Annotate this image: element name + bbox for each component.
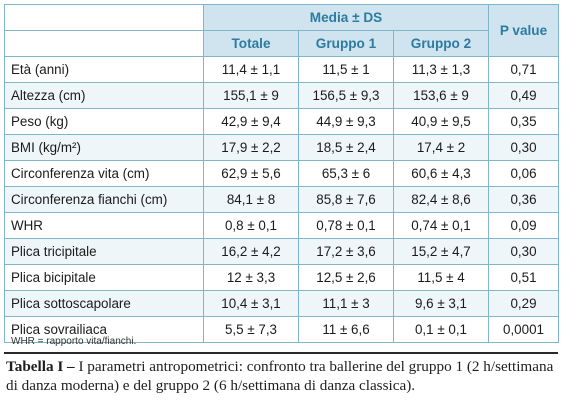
cell-label: Peso (kg) <box>4 108 204 135</box>
caption-label: Tabella I – <box>6 358 75 375</box>
cell-p: 0,49 <box>488 82 559 109</box>
table-row: Plica sottoscapolare 10,4 ± 3,1 11,1 ± 3 9,… <box>4 290 559 317</box>
cell-p: 0,09 <box>488 212 559 239</box>
cell-p: 0,71 <box>488 56 559 83</box>
header-media-ds: Media ± DS <box>203 4 489 31</box>
cell-p: 0,51 <box>488 264 559 291</box>
cell-totale: 84,1 ± 8 <box>203 186 299 213</box>
table-footnote: WHR = rapporto vita/fianchi. <box>11 336 137 347</box>
cell-totale: 155,1 ± 9 <box>203 82 299 109</box>
header-gruppo-1: Gruppo 1 <box>298 30 394 57</box>
header-empty-corner-2 <box>4 30 204 57</box>
header-row-sub: Totale Gruppo 1 Gruppo 2 <box>4 30 559 57</box>
cell-p: 0,29 <box>488 290 559 317</box>
cell-p: 0,30 <box>488 238 559 265</box>
cell-g2: 82,4 ± 8,6 <box>393 186 489 213</box>
cell-g1: 44,9 ± 9,3 <box>298 108 394 135</box>
cell-g2: 0,74 ± 0,1 <box>393 212 489 239</box>
anthropometric-table: Media ± DS P value Totale Gruppo 1 Grupp… <box>4 4 559 343</box>
cell-totale: 16,2 ± 4,2 <box>203 238 299 265</box>
cell-label: Circonferenza fianchi (cm) <box>4 186 204 213</box>
cell-g2: 15,2 ± 4,7 <box>393 238 489 265</box>
caption-text: I parametri antropometrici: confronto tr… <box>6 358 554 394</box>
cell-g2: 11,3 ± 1,3 <box>393 56 489 83</box>
cell-label: BMI (kg/m²) <box>4 134 204 161</box>
cell-p: 0,30 <box>488 134 559 161</box>
cell-g2: 153,6 ± 9 <box>393 82 489 109</box>
cell-g1: 11,5 ± 1 <box>298 56 394 83</box>
table-row: Circonferenza fianchi (cm) 84,1 ± 8 85,8 ±… <box>4 186 559 213</box>
cell-p: 0,35 <box>488 108 559 135</box>
cell-p: 0,06 <box>488 160 559 187</box>
cell-totale: 11,4 ± 1,1 <box>203 56 299 83</box>
table-row: Peso (kg) 42,9 ± 9,4 44,9 ± 9,3 40,9 ± 9,5 0… <box>4 108 559 135</box>
header-gruppo-2: Gruppo 2 <box>393 30 489 57</box>
cell-label: Plica bicipitale <box>4 264 204 291</box>
cell-label: Plica sovrailiaca <box>4 316 204 343</box>
table-row: Plica sovrailiaca 5,5 ± 7,3 11 ± 6,6 0,1 ± … <box>4 316 559 343</box>
cell-g2: 60,6 ± 4,3 <box>393 160 489 187</box>
cell-g1: 11 ± 6,6 <box>298 316 394 343</box>
table-caption: Tabella I – I parametri antropometrici: … <box>6 357 562 395</box>
cell-label: WHR <box>4 212 204 239</box>
cell-p: 0,0001 <box>488 316 559 343</box>
cell-label: Plica tricipitale <box>4 238 204 265</box>
cell-g2: 11,5 ± 4 <box>393 264 489 291</box>
cell-g2: 9,6 ± 3,1 <box>393 290 489 317</box>
cell-label: Altezza (cm) <box>4 82 204 109</box>
cell-g2: 40,9 ± 9,5 <box>393 108 489 135</box>
cell-g2: 17,4 ± 2 <box>393 134 489 161</box>
cell-g1: 18,5 ± 2,4 <box>298 134 394 161</box>
cell-totale: 10,4 ± 3,1 <box>203 290 299 317</box>
cell-totale: 5,5 ± 7,3 <box>203 316 299 343</box>
cell-totale: 62,9 ± 5,6 <box>203 160 299 187</box>
cell-label: Circonferenza vita (cm) <box>4 160 204 187</box>
caption-divider <box>4 352 558 354</box>
cell-g2: 0,1 ± 0,1 <box>393 316 489 343</box>
table-row: Plica bicipitale 12 ± 3,3 12,5 ± 2,6 11,5 ±… <box>4 264 559 291</box>
cell-g1: 17,2 ± 3,6 <box>298 238 394 265</box>
cell-g1: 85,8 ± 7,6 <box>298 186 394 213</box>
cell-g1: 156,5 ± 9,3 <box>298 82 394 109</box>
cell-totale: 0,8 ± 0,1 <box>203 212 299 239</box>
cell-p: 0,36 <box>488 186 559 213</box>
cell-g1: 12,5 ± 2,6 <box>298 264 394 291</box>
header-totale: Totale <box>203 30 299 57</box>
cell-totale: 17,9 ± 2,2 <box>203 134 299 161</box>
cell-totale: 12 ± 3,3 <box>203 264 299 291</box>
cell-g1: 11,1 ± 3 <box>298 290 394 317</box>
table-row: Altezza (cm) 155,1 ± 9 156,5 ± 9,3 153,6 ± … <box>4 82 559 109</box>
cell-g1: 65,3 ± 6 <box>298 160 394 187</box>
table-row: WHR 0,8 ± 0,1 0,78 ± 0,1 0,74 ± 0,1 0,09 <box>4 212 559 239</box>
table-row: Plica tricipitale 16,2 ± 4,2 17,2 ± 3,6 15,… <box>4 238 559 265</box>
header-row-group: Media ± DS P value <box>4 4 559 57</box>
header-p-value: P value <box>488 4 559 57</box>
table-row: Circonferenza vita (cm) 62,9 ± 5,6 65,3 ± … <box>4 160 559 187</box>
cell-g1: 0,78 ± 0,1 <box>298 212 394 239</box>
table-row: Età (anni) 11,4 ± 1,1 11,5 ± 1 11,3 ± 1,3 0,… <box>4 56 559 83</box>
header-empty-corner <box>4 4 204 31</box>
cell-label: Plica sottoscapolare <box>4 290 204 317</box>
cell-label: Età (anni) <box>4 56 204 83</box>
cell-totale: 42,9 ± 9,4 <box>203 108 299 135</box>
